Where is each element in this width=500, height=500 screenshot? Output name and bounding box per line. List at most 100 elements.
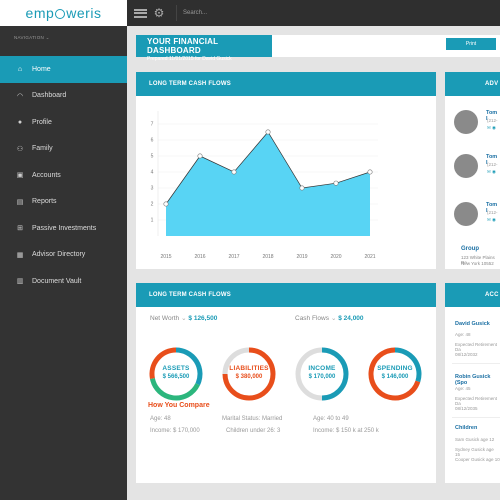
- dashboard-icon: ◠: [16, 92, 24, 100]
- page-subtitle: Prepared 11/01/2015 for David Gusick: [147, 56, 232, 62]
- y-tick-label: 4: [151, 170, 154, 176]
- account-card-title: ACC: [445, 283, 500, 307]
- donut-segment: [149, 347, 177, 379]
- sidebar-item-advisor-directory[interactable]: ▦ Advisor Directory: [16, 251, 86, 259]
- donut-label: ASSETS: [162, 365, 190, 372]
- account-holder-name[interactable]: David Gusick: [455, 321, 490, 327]
- dashboard-title-block: YOUR FINANCIAL DASHBOARD Prepared 11/01/…: [136, 35, 272, 62]
- donut-segment: [222, 347, 250, 375]
- account-retirement-label: Expected Retirement Da: [455, 342, 498, 352]
- card-title: LONG TERM CASH FLOWS: [136, 72, 436, 96]
- donut-label: SPENDING: [377, 365, 413, 372]
- sidebar-item-reports[interactable]: ▤ Reports: [16, 198, 57, 206]
- net-worth-value: $ 126,500: [188, 315, 218, 322]
- compare-age-range: Age: 40 to 49: [313, 416, 349, 422]
- x-tick-label: 2016: [194, 254, 205, 260]
- advisor-phone: (212-: [487, 118, 498, 123]
- print-button[interactable]: Print: [446, 38, 496, 50]
- y-tick-label: 5: [151, 154, 154, 160]
- brand-logo: emp weris: [25, 5, 102, 21]
- hamburger-icon: [133, 8, 147, 18]
- account-holder-age: Age: 48: [455, 332, 471, 337]
- donut-spending[interactable]: SPENDING $ 146,000: [365, 365, 425, 380]
- gear-icon: ⚙: [153, 6, 165, 20]
- donut-segment: [295, 347, 323, 401]
- advisor-name[interactable]: Tom I: [486, 202, 498, 214]
- account-retirement-date: 08/12/2035: [455, 406, 478, 411]
- sidebar-item-accounts[interactable]: ▣ Accounts: [16, 171, 61, 180]
- advisor-name[interactable]: Tom I: [486, 154, 498, 166]
- sidebar-item-home[interactable]: ⌂ Home: [0, 56, 127, 83]
- donut-value: $ 146,000: [381, 374, 409, 380]
- donut-value: $ 566,500: [162, 374, 190, 380]
- donut-value: $ 380,000: [235, 374, 263, 380]
- compare-marital: Marital Status: Married: [222, 416, 283, 422]
- card-title: LONG TERM CASH FLOWS: [136, 283, 436, 307]
- donut-label: LIABILITIES: [229, 365, 269, 372]
- cash-flow-chart-svg: 1 2 3 4 5 6 7 2015 2016 2017 2018 2019 2020 2021: [151, 111, 378, 260]
- sidebar-item-family[interactable]: ⚇ Family: [16, 145, 53, 153]
- compare-title: How You Compare: [148, 402, 210, 409]
- summary-donuts: [149, 347, 422, 401]
- x-tick-label: 2018: [262, 254, 273, 260]
- y-tick-label: 6: [151, 138, 154, 144]
- net-worth: Net Worth ⌄ $ 126,500: [150, 315, 218, 322]
- area-fill: [166, 132, 370, 236]
- donut-value: $ 170,000: [308, 374, 336, 380]
- sidebar-item-dashboard[interactable]: ◠ Dashboard: [16, 92, 67, 100]
- account-holder-name[interactable]: Robin Gusick (Spo: [455, 374, 491, 386]
- cash-flows: Cash Flows ⌄ $ 24,000: [295, 315, 364, 322]
- donut-assets[interactable]: ASSETS $ 566,500: [146, 365, 206, 380]
- user-icon: ●: [17, 118, 23, 126]
- advisor-contact-icons[interactable]: ✉ ◉: [487, 125, 496, 130]
- cash-flow-summary-card: LONG TERM CASH FLOWS: [136, 283, 436, 483]
- sidebar: NAVIGATION ⌄ ⌂ Home ◠ Dashboard ● Profile ⚇…: [0, 26, 127, 500]
- avatar: [454, 154, 478, 178]
- logo-mark-icon: [55, 9, 66, 19]
- account-retirement-date: 08/12/2032: [455, 352, 478, 357]
- search-input[interactable]: Search...: [176, 5, 306, 21]
- x-tick-label: 2015: [160, 254, 171, 260]
- cash-flow-chart-card: LONG TERM CASH FLOWS 1 2 3 4 5 6 7 2015 2016 2017…: [136, 72, 436, 269]
- x-tick-label: 2019: [296, 254, 307, 260]
- x-tick-label: 2020: [330, 254, 341, 260]
- compare-income: Income: $ 170,000: [150, 428, 200, 434]
- children-title: Children: [455, 425, 478, 431]
- vault-icon: ▥: [16, 278, 24, 286]
- chevron-down-icon: ⌄: [330, 315, 339, 322]
- advisor-name[interactable]: Tom I: [486, 110, 498, 122]
- investments-icon: ⊞: [17, 225, 23, 233]
- sidebar-item-passive-investments[interactable]: ⊞ Passive Investments: [0, 215, 127, 242]
- y-tick-label: 3: [151, 186, 154, 192]
- advisor-contact-icons[interactable]: ✉ ◉: [487, 169, 496, 174]
- sidebar-item-profile[interactable]: ● Profile: [0, 109, 127, 136]
- top-bar: ⚙ Search...: [127, 0, 500, 26]
- donut-liabilities[interactable]: LIABILITIES $ 380,000: [219, 365, 279, 380]
- donut-income[interactable]: INCOME $ 170,000: [292, 365, 352, 380]
- group-address: 123 White Plains Ro: [461, 255, 495, 265]
- child-entry: Sydney Gusick age 15: [455, 447, 494, 457]
- child-entry: Sam Gusick age 12: [455, 437, 495, 442]
- sidebar-item-document-vault[interactable]: ▥ Document Vault: [16, 277, 82, 286]
- account-card: ACC David Gusick Age: 48 Expected Retire…: [445, 283, 500, 483]
- y-tick-label: 7: [151, 122, 154, 128]
- navigation-label[interactable]: NAVIGATION ⌄: [14, 35, 50, 40]
- document-icon: ▤: [16, 198, 24, 206]
- account-retirement-label: Expected Retirement Da: [455, 396, 498, 406]
- y-tick-label: 1: [151, 218, 154, 224]
- advisors-card: ADV Tom I (212- ✉ ◉ Tom I (212- ✉ ◉ Tom …: [445, 72, 500, 269]
- group-city: New York 10552: [461, 261, 494, 266]
- advisors-card-title: ADV: [445, 72, 500, 96]
- data-point: [265, 129, 271, 135]
- chevron-down-icon: ⌄: [181, 315, 189, 322]
- advisor-contact-icons[interactable]: ✉ ◉: [487, 217, 496, 222]
- donut-segment: [394, 347, 422, 383]
- settings-button[interactable]: ⚙: [150, 0, 168, 26]
- child-entry: Cooper Gusick age 10: [455, 457, 500, 462]
- advisor-phone: (212-: [487, 162, 498, 167]
- family-icon: ⚇: [16, 145, 24, 153]
- menu-toggle-button[interactable]: [130, 0, 150, 26]
- divider: [452, 417, 500, 418]
- account-holder-age: Age: 45: [455, 386, 471, 391]
- donut-segment: [175, 347, 203, 386]
